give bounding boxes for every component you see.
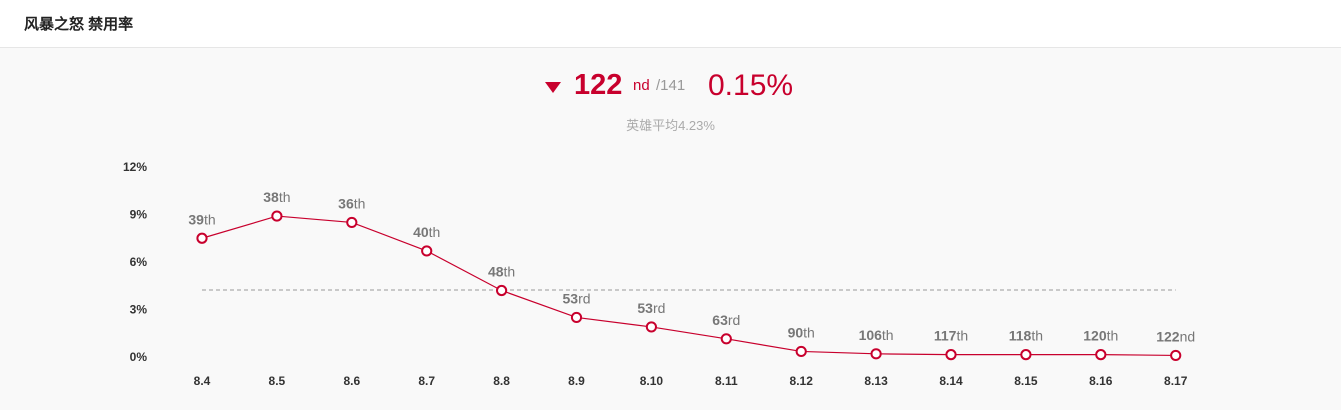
x-tick-label: 8.5 xyxy=(269,374,286,388)
data-point xyxy=(196,232,208,244)
hero-average-text: 英雄平均4.23% xyxy=(626,118,715,133)
data-point xyxy=(945,349,957,361)
rank-suffix: nd xyxy=(633,77,650,94)
data-point xyxy=(1170,349,1182,362)
data-point xyxy=(720,333,732,345)
rank-label: 40th xyxy=(413,224,440,240)
x-tick-label: 8.13 xyxy=(864,374,888,388)
rank-label: 48th xyxy=(488,264,515,280)
rank-label: 38th xyxy=(263,189,290,205)
rank-label: 106th xyxy=(859,327,894,343)
rank-label: 90th xyxy=(788,324,815,340)
y-tick-label: 3% xyxy=(130,303,148,317)
y-tick-label: 12% xyxy=(123,160,147,174)
ban-rate-value: 0.15% xyxy=(708,69,794,102)
x-tick-label: 8.9 xyxy=(568,374,585,388)
x-tick-label: 8.10 xyxy=(640,374,664,388)
series-line xyxy=(201,215,1176,357)
rank-label: 53rd xyxy=(562,290,590,306)
page-header: 风暴之怒 禁用率 xyxy=(0,0,1341,48)
rank-total: /141 xyxy=(656,77,686,94)
data-point xyxy=(870,348,882,360)
data-point xyxy=(1095,349,1107,361)
rank-summary: 122 nd /141 0.15% xyxy=(0,66,1341,106)
x-tick-label: 8.15 xyxy=(1014,374,1038,388)
x-tick-label: 8.14 xyxy=(939,374,963,388)
y-tick-label: 9% xyxy=(130,208,148,222)
rank-label: 39th xyxy=(188,211,215,227)
x-tick-label: 8.17 xyxy=(1164,374,1188,388)
x-tick-label: 8.4 xyxy=(194,374,211,388)
data-point xyxy=(570,311,583,324)
page-title: 风暴之怒 禁用率 xyxy=(24,16,134,33)
x-tick-label: 8.12 xyxy=(790,374,814,388)
y-tick-label: 0% xyxy=(130,350,148,364)
rank-number: 122 xyxy=(574,69,623,101)
x-tick-label: 8.8 xyxy=(493,374,510,388)
rank-label: 122nd xyxy=(1156,328,1195,344)
data-point xyxy=(421,245,433,257)
data-point xyxy=(271,210,283,222)
x-tick-label: 8.7 xyxy=(418,374,435,388)
y-tick-label: 6% xyxy=(130,255,148,269)
data-point xyxy=(346,216,358,229)
rank-label: 53rd xyxy=(637,300,665,316)
rank-label: 63rd xyxy=(712,312,740,328)
data-point xyxy=(1020,349,1032,361)
rank-label: 117th xyxy=(934,328,968,344)
triangle-down-icon xyxy=(545,82,561,93)
data-point xyxy=(496,284,508,297)
x-tick-label: 8.11 xyxy=(715,374,738,388)
x-tick-label: 8.6 xyxy=(343,374,360,388)
data-point xyxy=(795,345,807,358)
rank-label: 36th xyxy=(338,195,365,211)
rank-label: 120th xyxy=(1083,328,1118,344)
x-tick-label: 8.16 xyxy=(1089,374,1113,388)
rank-label: 118th xyxy=(1009,328,1043,344)
data-point xyxy=(645,321,658,333)
